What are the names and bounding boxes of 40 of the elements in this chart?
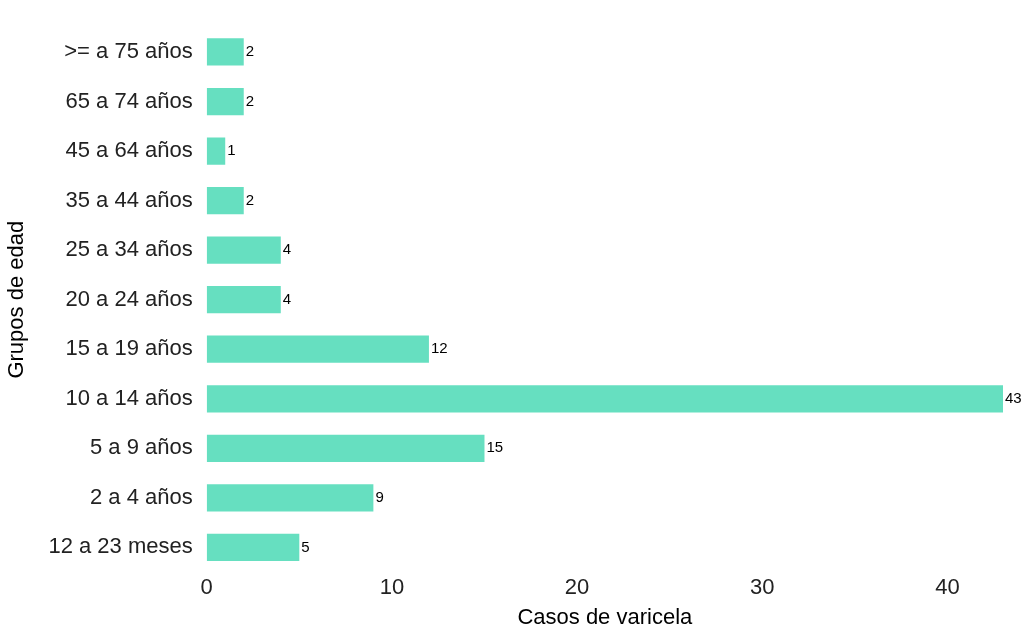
data-label: 43 <box>1005 388 1022 406</box>
y-tick-label: 20 a 24 años <box>65 285 193 311</box>
bar <box>206 434 485 462</box>
x-tick-label: 20 <box>564 574 590 600</box>
data-label: 2 <box>245 190 255 208</box>
data-label: 5 <box>301 537 310 555</box>
x-tick-label: 0 <box>200 574 213 600</box>
y-tick-label: 15 a 19 años <box>65 335 193 361</box>
y-tick-label: 10 a 14 años <box>65 384 193 410</box>
data-label: 4 <box>282 289 292 307</box>
bar <box>206 236 281 264</box>
bar <box>206 286 281 314</box>
data-label: 4 <box>282 240 292 258</box>
y-tick-label: 12 a 23 meses <box>48 533 193 559</box>
data-label: 9 <box>375 488 384 506</box>
y-axis-title: Grupos de edad <box>3 220 29 379</box>
y-tick-label: 45 a 64 años <box>65 137 193 163</box>
bar <box>206 385 1003 413</box>
x-tick-label: 40 <box>935 574 960 600</box>
bar <box>206 186 244 215</box>
y-tick-label: 5 a 9 años <box>89 434 193 460</box>
x-tick-label: 30 <box>750 574 775 600</box>
y-tick-label: 25 a 34 años <box>65 236 193 262</box>
bar <box>206 484 374 512</box>
y-tick-label: 2 a 4 años <box>89 483 193 509</box>
bar <box>206 533 300 562</box>
bar <box>206 137 226 165</box>
x-tick-label: 10 <box>379 574 405 600</box>
data-label: 2 <box>245 42 255 60</box>
bar <box>206 87 244 116</box>
bar <box>206 335 429 363</box>
data-label: 12 <box>430 339 448 357</box>
y-tick-label: 65 a 74 años <box>65 87 193 113</box>
x-axis-title: Casos de varicela <box>517 603 694 629</box>
bar <box>206 38 244 66</box>
data-label: 1 <box>227 141 236 159</box>
y-tick-label: >= a 75 años <box>64 38 193 64</box>
y-tick-label: 35 a 44 años <box>65 186 193 212</box>
data-label: 2 <box>245 91 255 109</box>
data-label: 15 <box>486 438 504 456</box>
